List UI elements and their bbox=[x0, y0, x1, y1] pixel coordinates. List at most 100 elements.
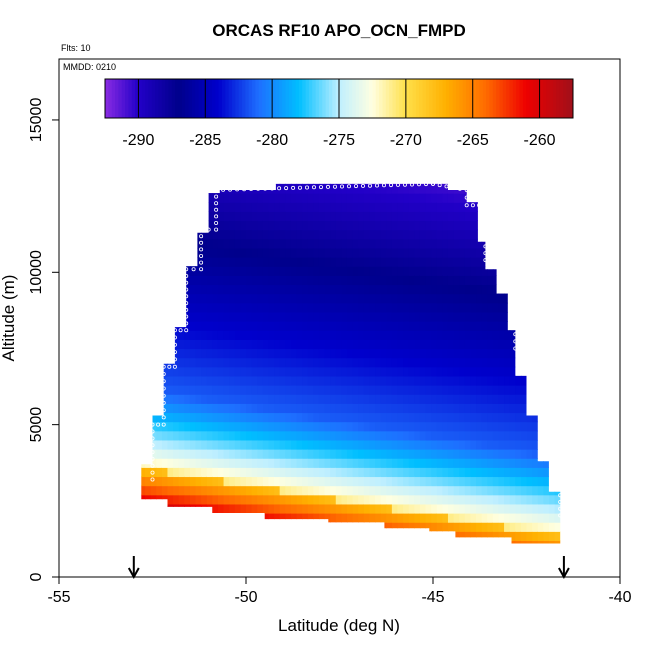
curtain-cell bbox=[532, 229, 539, 240]
curtain-cell bbox=[352, 531, 359, 542]
curtain-cell bbox=[504, 476, 511, 487]
curtain-cell bbox=[397, 531, 404, 542]
curtain-cell bbox=[386, 522, 393, 532]
curtain-cell bbox=[526, 485, 533, 496]
curtain-cell bbox=[141, 275, 146, 286]
curtain-cell bbox=[352, 385, 359, 395]
curtain-cell bbox=[369, 522, 376, 532]
curtain-cell bbox=[397, 238, 404, 249]
curtain-cell bbox=[184, 421, 191, 432]
curtain-cell bbox=[560, 513, 561, 523]
curtain-cell bbox=[566, 531, 572, 541]
curtain-cell bbox=[145, 366, 152, 377]
curtain-cell bbox=[391, 375, 399, 386]
curtain-cell bbox=[414, 403, 421, 414]
colorbar-segment bbox=[161, 79, 166, 118]
curtain-cell bbox=[487, 238, 494, 249]
curtain-cell bbox=[447, 412, 455, 423]
curtain-cell bbox=[352, 476, 359, 487]
curtain-cell bbox=[391, 211, 399, 222]
curtain-cell bbox=[414, 229, 421, 240]
curtain-cell bbox=[520, 366, 528, 377]
curtain-cell bbox=[167, 238, 174, 249]
curtain-cell bbox=[520, 375, 528, 386]
curtain-cell bbox=[206, 266, 213, 276]
curtain-cell bbox=[341, 183, 348, 185]
curtain-cell bbox=[566, 431, 572, 441]
curtain-cell bbox=[223, 211, 230, 222]
curtain-cell bbox=[408, 439, 415, 450]
curtain-cell bbox=[504, 467, 511, 478]
curtain-cell bbox=[313, 531, 320, 542]
curtain-cell bbox=[436, 403, 443, 414]
curtain-cell bbox=[223, 302, 230, 313]
curtain-cell bbox=[189, 503, 197, 514]
curtain-cell bbox=[459, 348, 466, 359]
curtain-cell bbox=[397, 494, 404, 505]
curtain-cell bbox=[330, 238, 337, 249]
curtain-cell bbox=[201, 183, 208, 194]
curtain-cell bbox=[442, 430, 449, 441]
curtain-cell bbox=[274, 430, 281, 441]
curtain-cell bbox=[358, 348, 365, 359]
track-point bbox=[249, 186, 254, 191]
curtain-cell bbox=[487, 412, 494, 423]
curtain-cell bbox=[262, 513, 270, 523]
curtain-cell bbox=[206, 394, 213, 404]
curtain-cell bbox=[520, 403, 528, 414]
curtain-cell bbox=[279, 183, 286, 185]
curtain-cell bbox=[212, 348, 219, 359]
curtain-cell bbox=[397, 193, 404, 203]
curtain-cell bbox=[425, 513, 432, 523]
curtain-cell bbox=[386, 403, 393, 414]
colorbar-segment bbox=[445, 79, 450, 118]
curtain-cell bbox=[459, 211, 466, 222]
colorbar-segment bbox=[472, 79, 477, 118]
curtain-cell bbox=[391, 339, 399, 350]
curtain-cell bbox=[257, 421, 264, 432]
curtain-cell bbox=[481, 183, 488, 194]
curtain-cell bbox=[145, 302, 152, 313]
curtain-cell bbox=[470, 257, 477, 267]
curtain-cell bbox=[318, 540, 326, 544]
curtain-cell bbox=[414, 494, 421, 505]
track-point bbox=[184, 314, 189, 319]
curtain-cell bbox=[487, 266, 494, 276]
track-point bbox=[150, 463, 155, 468]
curtain-cell bbox=[408, 211, 415, 222]
curtain-cell bbox=[515, 476, 522, 487]
curtain-cell bbox=[134, 376, 140, 386]
curtain-cell bbox=[206, 202, 213, 212]
curtain-cell bbox=[520, 293, 528, 304]
curtain-cell bbox=[358, 439, 365, 450]
curtain-cell bbox=[290, 412, 298, 423]
curtain-cell bbox=[487, 476, 494, 487]
curtain-cell bbox=[268, 284, 275, 295]
curtain-cell bbox=[167, 220, 174, 231]
curtain-cell bbox=[425, 449, 432, 459]
curtain-cell bbox=[268, 439, 275, 450]
curtain-cell bbox=[268, 293, 275, 304]
curtain-cell bbox=[386, 220, 393, 231]
curtain-cell bbox=[453, 183, 460, 185]
curtain-cell bbox=[251, 531, 258, 542]
curtain-cell bbox=[431, 366, 438, 377]
curtain-cell bbox=[290, 257, 298, 267]
curtain-cell bbox=[246, 183, 253, 194]
curtain-cell bbox=[296, 394, 303, 404]
curtain-cell bbox=[195, 385, 202, 395]
curtain-cell bbox=[324, 183, 331, 185]
curtain-cell bbox=[330, 183, 337, 185]
curtain-cell bbox=[150, 183, 157, 194]
curtain-cell bbox=[346, 339, 354, 350]
curtain-cell bbox=[318, 220, 326, 231]
curtain-cell bbox=[307, 522, 314, 532]
curtain-cell bbox=[397, 403, 404, 414]
curtain-cell bbox=[470, 485, 477, 496]
track-point bbox=[242, 187, 247, 192]
curtain-cell bbox=[548, 202, 556, 212]
colorbar-tick-label: -280 bbox=[256, 132, 288, 149]
curtain-cell bbox=[526, 449, 533, 459]
track-point bbox=[402, 182, 407, 187]
curtain-cell bbox=[481, 421, 488, 432]
